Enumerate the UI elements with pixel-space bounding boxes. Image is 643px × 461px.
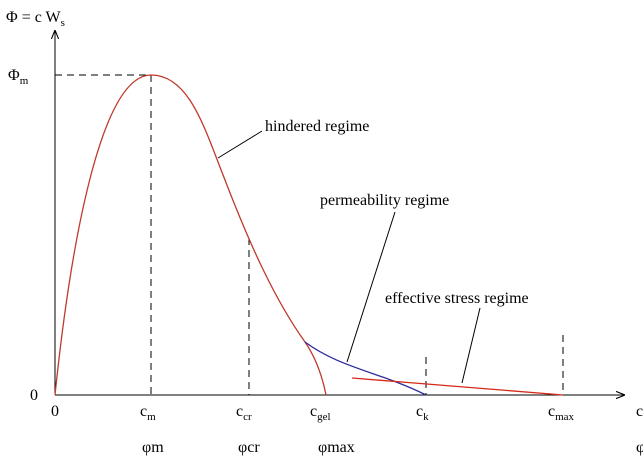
leader: [346, 211, 396, 363]
x-mark-sub: cr: [243, 411, 252, 423]
x-mark-label: cmax: [548, 403, 575, 423]
x-mark-base: c: [310, 403, 317, 420]
x-mark-base: c: [548, 403, 555, 420]
y-max-sub: m: [20, 75, 29, 87]
x-mark-base: c: [236, 403, 243, 420]
flux-curve: [54, 74, 327, 396]
y-label-base: Φ = c W: [6, 9, 62, 26]
y-max-base: Φ: [8, 67, 20, 84]
x-mark-label: cgel: [310, 403, 331, 423]
x-mark-label: ck: [416, 403, 429, 423]
phi-mark-label: φm: [142, 439, 164, 456]
y-max: Φm: [8, 67, 29, 87]
x-origin: 0: [51, 403, 59, 420]
x-label: c: [636, 403, 643, 420]
stress-curve: [351, 377, 564, 396]
y-label: Φ = c Ws: [6, 9, 65, 29]
permeability-curve: [304, 341, 427, 396]
phi-mark-label: φcr: [238, 439, 260, 456]
x-mark-label: cm: [140, 403, 156, 423]
annotation: effective stress regime: [385, 290, 529, 307]
peak-guide: [55, 74, 152, 395]
leader: [217, 130, 263, 159]
phi-mark-label: φmax: [318, 439, 355, 456]
annotation: permeability regime: [320, 192, 449, 209]
annotation: hindered regime: [265, 118, 369, 135]
y-origin: 0: [30, 387, 38, 404]
x-label-phi: φ: [636, 439, 643, 456]
x-mark-sub: k: [423, 411, 429, 423]
x-mark-sub: max: [555, 411, 574, 423]
x-mark-sub: m: [147, 411, 156, 423]
x-mark-base: c: [416, 403, 423, 420]
x-mark-sub: gel: [317, 411, 330, 423]
x-mark-base: c: [140, 403, 147, 420]
leader: [461, 307, 481, 384]
x-mark-label: ccr: [236, 403, 252, 423]
y-label-sub: s: [61, 17, 65, 29]
